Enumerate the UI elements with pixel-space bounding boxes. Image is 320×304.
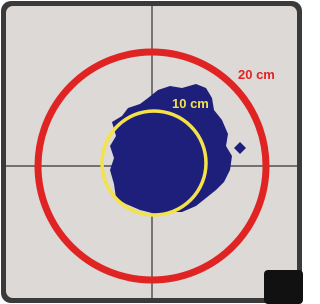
target-diagram: 20 cm 10 cm [0,0,303,304]
outer-label: 20 cm [238,67,275,82]
inner-label: 10 cm [172,96,209,111]
corner-overlay [264,270,303,304]
page: 20 cm 10 cm (() => { const data = JSON.p… [0,0,303,304]
